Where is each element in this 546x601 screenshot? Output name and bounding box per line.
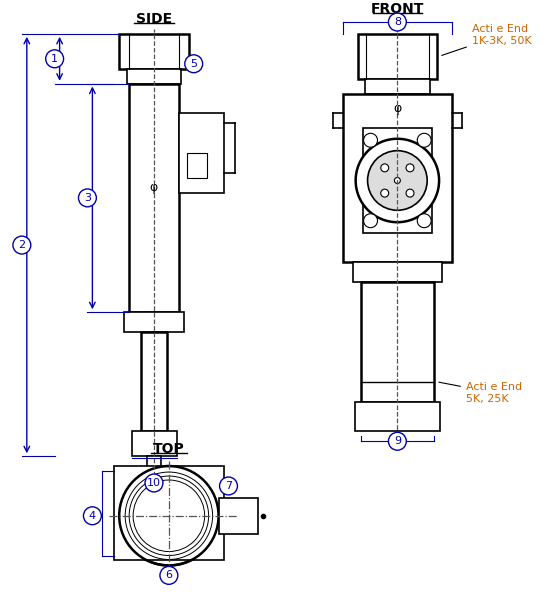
- Bar: [363, 129, 432, 233]
- Circle shape: [84, 507, 102, 525]
- Circle shape: [133, 480, 205, 552]
- Bar: [119, 34, 189, 69]
- Bar: [358, 34, 437, 79]
- Circle shape: [160, 566, 178, 584]
- Text: 9: 9: [394, 436, 401, 447]
- Circle shape: [125, 472, 212, 560]
- Circle shape: [394, 177, 400, 183]
- Circle shape: [388, 13, 406, 31]
- Text: 3: 3: [84, 193, 91, 203]
- Bar: [355, 401, 440, 432]
- Circle shape: [367, 151, 427, 210]
- Text: 2: 2: [19, 240, 26, 250]
- Bar: [187, 153, 206, 178]
- Circle shape: [381, 164, 389, 172]
- Circle shape: [381, 189, 389, 197]
- Circle shape: [145, 474, 163, 492]
- Bar: [141, 332, 167, 432]
- Bar: [218, 498, 258, 534]
- Bar: [365, 79, 430, 94]
- Circle shape: [185, 55, 203, 73]
- Circle shape: [219, 477, 238, 495]
- Circle shape: [417, 214, 431, 228]
- Text: 4: 4: [89, 511, 96, 521]
- Text: 7: 7: [225, 481, 232, 491]
- Circle shape: [13, 236, 31, 254]
- Text: φ: φ: [393, 102, 401, 115]
- Text: 5: 5: [190, 59, 197, 69]
- Circle shape: [129, 476, 209, 555]
- Circle shape: [364, 214, 377, 228]
- Bar: [124, 312, 184, 332]
- Text: 1: 1: [51, 54, 58, 64]
- Circle shape: [406, 189, 414, 197]
- Bar: [147, 456, 161, 471]
- Bar: [129, 84, 179, 312]
- Circle shape: [79, 189, 96, 207]
- Text: 8: 8: [394, 17, 401, 27]
- Bar: [353, 263, 442, 282]
- Text: TOP: TOP: [153, 442, 185, 456]
- Circle shape: [46, 50, 63, 68]
- Text: φ: φ: [150, 182, 158, 195]
- Bar: [343, 94, 452, 263]
- Bar: [114, 466, 223, 561]
- Circle shape: [406, 164, 414, 172]
- Text: FRONT: FRONT: [371, 2, 424, 16]
- Bar: [360, 282, 434, 401]
- Circle shape: [119, 466, 218, 566]
- Text: SIDE: SIDE: [136, 12, 172, 26]
- Bar: [127, 69, 181, 84]
- Circle shape: [388, 432, 406, 450]
- Bar: [179, 114, 223, 193]
- Text: 6: 6: [165, 570, 173, 581]
- Circle shape: [417, 133, 431, 147]
- Bar: [132, 432, 177, 456]
- Circle shape: [364, 133, 377, 147]
- Circle shape: [355, 139, 439, 222]
- Text: 10: 10: [147, 478, 161, 488]
- Text: Acti e End
5K, 25K: Acti e End 5K, 25K: [439, 382, 522, 403]
- Text: Acti e End
1K-3K, 50K: Acti e End 1K-3K, 50K: [442, 24, 531, 55]
